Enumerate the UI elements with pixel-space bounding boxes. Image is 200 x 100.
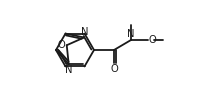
Text: O: O xyxy=(148,35,156,45)
Text: N: N xyxy=(65,65,73,75)
Text: N: N xyxy=(81,27,88,37)
Text: O: O xyxy=(110,64,118,74)
Text: O: O xyxy=(58,40,66,50)
Text: N: N xyxy=(127,29,135,39)
